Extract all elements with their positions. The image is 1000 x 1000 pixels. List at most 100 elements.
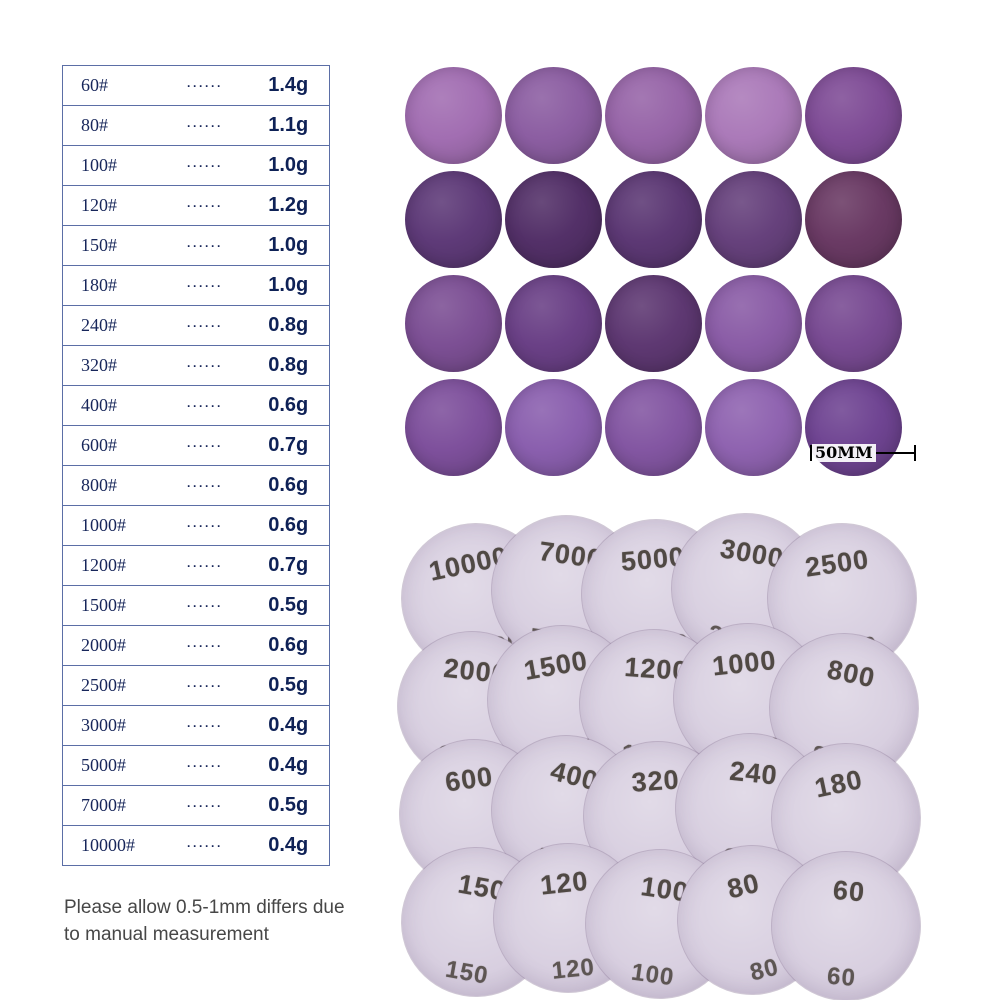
sanding-disc-front <box>604 66 702 164</box>
weight-value: 0.7g <box>268 434 309 456</box>
grit-label: 180# <box>81 275 117 295</box>
sanding-disc-front <box>404 378 502 476</box>
sanding-disc-front <box>404 170 502 268</box>
grit-label: 3000# <box>81 715 126 735</box>
weight-value: 0.8g <box>268 354 309 376</box>
sanding-disc-front <box>404 66 502 164</box>
dots-separator: ······ <box>187 78 223 93</box>
grit-label: 120# <box>81 195 117 215</box>
table-row: 2500# ······ 0.5g <box>62 666 330 706</box>
sanding-disc-front <box>604 274 702 372</box>
sanding-disc-front <box>604 378 702 476</box>
sanding-disc-front <box>504 66 602 164</box>
weight-value: 0.5g <box>268 794 309 816</box>
weight-value: 0.5g <box>268 594 309 616</box>
table-row: 1500# ······ 0.5g <box>62 586 330 626</box>
dots-separator: ······ <box>187 598 223 613</box>
weight-value: 1.1g <box>268 114 309 136</box>
grit-label: 600# <box>81 435 117 455</box>
weight-value: 0.7g <box>268 554 309 576</box>
diameter-label: 50MM <box>812 444 876 462</box>
grit-label: 400# <box>81 395 117 415</box>
table-row: 600# ······ 0.7g <box>62 426 330 466</box>
table-row: 400# ······ 0.6g <box>62 386 330 426</box>
grit-number: 60 <box>831 874 867 908</box>
table-row: 120# ······ 1.2g <box>62 186 330 226</box>
diameter-annotation: 50MM <box>810 444 916 462</box>
grit-label: 10000# <box>81 835 135 855</box>
grit-label: 1000# <box>81 515 126 535</box>
grit-label: 2500# <box>81 675 126 695</box>
sanding-disc-front <box>804 66 902 164</box>
dots-separator: ······ <box>187 718 223 733</box>
weight-value: 0.8g <box>268 314 309 336</box>
sanding-disc-front <box>704 378 802 476</box>
weight-value: 1.0g <box>268 154 309 176</box>
dimension-tick-left-icon <box>810 445 812 461</box>
dots-separator: ······ <box>187 318 223 333</box>
table-row: 10000# ······ 0.4g <box>62 826 330 866</box>
sanding-disc-front <box>504 170 602 268</box>
table-row: 100# ······ 1.0g <box>62 146 330 186</box>
sanding-disc-front <box>704 274 802 372</box>
front-discs-grid <box>403 63 903 479</box>
table-row: 150# ······ 1.0g <box>62 226 330 266</box>
grit-label: 80# <box>81 115 108 135</box>
grit-label: 800# <box>81 475 117 495</box>
sanding-disc-front <box>704 66 802 164</box>
weight-value: 0.6g <box>268 634 309 656</box>
weight-value: 1.0g <box>268 274 309 296</box>
weight-value: 0.6g <box>268 514 309 536</box>
dimension-tick-right-icon <box>914 445 916 461</box>
weight-value: 0.4g <box>268 754 309 776</box>
table-row: 800# ······ 0.6g <box>62 466 330 506</box>
grit-label: 5000# <box>81 755 126 775</box>
dots-separator: ······ <box>187 478 223 493</box>
grit-label: 1500# <box>81 595 126 615</box>
table-row: 2000# ······ 0.6g <box>62 626 330 666</box>
sanding-disc-front <box>604 170 702 268</box>
grit-label: 240# <box>81 315 117 335</box>
grit-label: 320# <box>81 355 117 375</box>
sanding-disc-front <box>704 170 802 268</box>
sanding-disc-front <box>804 170 902 268</box>
dots-separator: ······ <box>187 798 223 813</box>
sanding-disc-front <box>804 274 902 372</box>
table-row: 1200# ······ 0.7g <box>62 546 330 586</box>
measurement-note: Please allow 0.5-1mm differs due to manu… <box>64 894 345 948</box>
dots-separator: ······ <box>187 358 223 373</box>
table-row: 7000# ······ 0.5g <box>62 786 330 826</box>
grit-weight-table: 60# ······ 1.4g 80# ······ 1.1g 100# ···… <box>62 65 330 866</box>
dots-separator: ······ <box>187 198 223 213</box>
sanding-disc-front <box>404 274 502 372</box>
table-row: 5000# ······ 0.4g <box>62 746 330 786</box>
dots-separator: ······ <box>187 158 223 173</box>
dots-separator: ······ <box>187 838 223 853</box>
table-row: 1000# ······ 0.6g <box>62 506 330 546</box>
grit-label: 60# <box>81 75 108 95</box>
grit-label: 1200# <box>81 555 126 575</box>
table-row: 60# ······ 1.4g <box>62 66 330 106</box>
table-row: 3000# ······ 0.4g <box>62 706 330 746</box>
weight-value: 1.4g <box>268 74 309 96</box>
dots-separator: ······ <box>187 278 223 293</box>
table-row: 320# ······ 0.8g <box>62 346 330 386</box>
weight-value: 0.4g <box>268 714 309 736</box>
dots-separator: ······ <box>187 238 223 253</box>
sanding-disc-front <box>504 274 602 372</box>
dots-separator: ······ <box>187 438 223 453</box>
dots-separator: ······ <box>187 398 223 413</box>
table-row: 80# ······ 1.1g <box>62 106 330 146</box>
grit-label: 150# <box>81 235 117 255</box>
grit-number-secondary: 60 <box>826 962 857 993</box>
weight-value: 1.2g <box>268 194 309 216</box>
dots-separator: ······ <box>187 638 223 653</box>
weight-value: 0.5g <box>268 674 309 696</box>
dots-separator: ······ <box>187 758 223 773</box>
grit-label: 100# <box>81 155 117 175</box>
table-row: 180# ······ 1.0g <box>62 266 330 306</box>
dimension-line <box>875 452 914 454</box>
note-line-2: to manual measurement <box>64 924 269 945</box>
